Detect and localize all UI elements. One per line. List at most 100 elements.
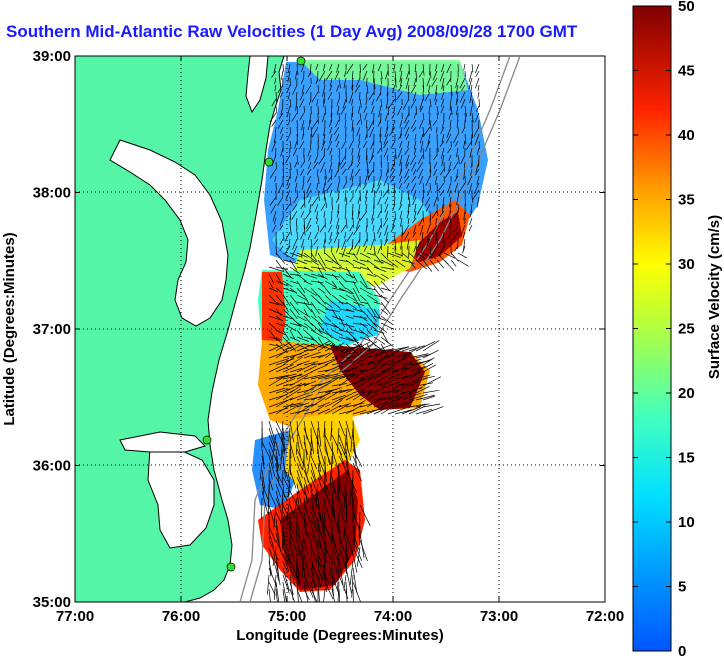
velocity-arrow [309, 203, 312, 212]
velocity-arrow [455, 98, 459, 106]
velocity-arrow [268, 266, 284, 272]
velocity-arrow [379, 133, 382, 143]
velocity-arrow [303, 384, 319, 394]
velocity-arrow [435, 84, 438, 95]
velocity-arrow [364, 175, 368, 185]
velocity-arrow [345, 336, 360, 344]
velocity-arrow [415, 358, 433, 366]
velocity-arrow [408, 196, 411, 207]
velocity-arrow [382, 189, 389, 198]
velocity-arrow [352, 455, 361, 474]
velocity-arrow [415, 374, 431, 380]
velocity-arrow [352, 294, 361, 308]
velocity-arrow [300, 91, 305, 101]
velocity-arrow [336, 490, 340, 507]
velocity-arrow [422, 340, 440, 352]
velocity-arrow [362, 182, 368, 190]
velocity-arrow [352, 391, 366, 401]
velocity-arrow [320, 560, 326, 586]
velocity-arrow [406, 210, 410, 219]
velocity-arrow [275, 588, 278, 602]
velocity-arrow [401, 358, 422, 366]
velocity-arrow [282, 168, 285, 178]
velocity-arrow [345, 273, 356, 279]
velocity-arrow [300, 161, 305, 168]
velocity-arrow [380, 259, 395, 267]
velocity-arrow [376, 91, 382, 102]
velocity-arrow [277, 196, 284, 206]
velocity-arrow [317, 420, 322, 447]
velocity-arrow [296, 574, 301, 590]
velocity-arrow [345, 259, 355, 267]
velocity-arrow [289, 224, 292, 236]
velocity-arrow [449, 196, 452, 208]
velocity-arrow [439, 70, 445, 82]
velocity-arrow [408, 259, 416, 270]
velocity-arrow [468, 77, 473, 90]
velocity-arrow [292, 147, 298, 157]
velocity-arrow [394, 210, 396, 220]
velocity-arrow [281, 525, 284, 549]
velocity-arrow [268, 358, 290, 366]
velocity-arrow [289, 196, 292, 206]
velocity-arrow [359, 315, 368, 322]
velocity-arrow [336, 182, 340, 194]
velocity-arrow [271, 98, 277, 107]
velocity-arrow [338, 373, 355, 380]
velocity-arrow [310, 140, 312, 148]
velocity-arrow [449, 119, 452, 127]
velocity-arrow [436, 112, 439, 120]
velocity-arrow [456, 196, 459, 206]
velocity-arrow [310, 329, 325, 338]
velocity-arrow [422, 357, 435, 366]
velocity-arrow [359, 98, 362, 108]
velocity-arrow [331, 301, 341, 309]
velocity-arrow [377, 147, 382, 154]
velocity-arrow [310, 364, 329, 373]
velocity-arrow [422, 350, 439, 359]
velocity-arrow [469, 147, 473, 158]
velocity-arrow [470, 84, 473, 93]
velocity-arrow [456, 119, 459, 128]
velocity-arrow [282, 476, 290, 490]
velocity-arrow [340, 154, 347, 165]
pamlico-sound [147, 447, 215, 549]
velocity-arrow [343, 70, 347, 78]
colorbar-tick-label: 25 [678, 321, 695, 338]
velocity-arrow [419, 98, 424, 111]
velocity-arrow [317, 84, 320, 94]
velocity-arrow [461, 84, 466, 91]
velocity-arrow [282, 374, 303, 380]
velocity-arrow [450, 105, 453, 115]
velocity-arrow [441, 91, 445, 100]
velocity-arrow [373, 322, 388, 333]
velocity-arrow [317, 369, 331, 373]
velocity-arrow [289, 280, 298, 284]
velocity-arrow [457, 154, 460, 165]
velocity-arrow [352, 368, 370, 373]
velocity-arrow [404, 231, 410, 241]
velocity-arrow [385, 231, 389, 242]
velocity-arrow [386, 119, 389, 131]
velocity-arrow [317, 294, 326, 305]
velocity-arrow [434, 91, 438, 101]
velocity-arrow [311, 91, 319, 103]
velocity-arrow [294, 161, 298, 168]
velocity-arrow [288, 483, 291, 497]
velocity-arrow [373, 408, 386, 415]
velocity-arrow [456, 217, 459, 227]
velocity-arrow [300, 532, 305, 559]
velocity-arrow [422, 406, 444, 415]
velocity-arrow [399, 196, 403, 205]
velocity-arrow [352, 588, 354, 602]
velocity-arrow [380, 252, 389, 261]
velocity-arrow [345, 301, 357, 309]
velocity-arrow [282, 388, 301, 401]
velocity-arrow [387, 384, 400, 394]
velocity-arrow [329, 84, 333, 92]
velocity-arrow [317, 322, 325, 331]
velocity-arrow [365, 224, 368, 233]
velocity-arrow [418, 168, 424, 179]
velocity-arrow [303, 189, 306, 200]
velocity-arrow [303, 490, 310, 503]
